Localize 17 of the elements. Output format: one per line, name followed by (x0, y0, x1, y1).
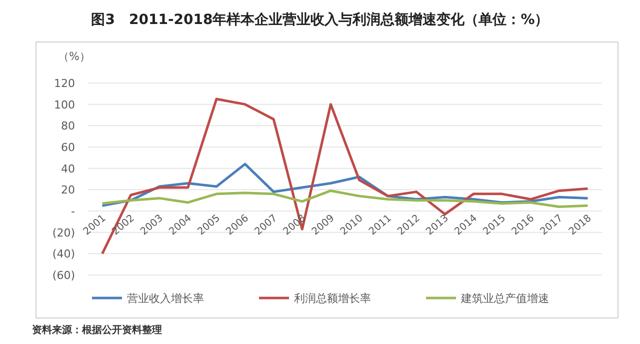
legend-label: 营业收入增长率 (127, 292, 204, 305)
y-tick-label: 60 (61, 141, 75, 154)
legend-label: 建筑业总产值增速 (460, 292, 549, 305)
y-tick-label: (40) (52, 248, 75, 261)
legend-label: 利润总额增长率 (294, 292, 371, 305)
y-tick-label: 100 (54, 98, 75, 112)
y-axis-title: （%） (58, 50, 90, 63)
y-tick-label: (60) (52, 269, 75, 282)
chart-title: 图3 2011-2018年样本企业营业收入与利润总额增速变化（单位：%） (91, 11, 549, 28)
text: 资料来源：根据公开资料整理 (32, 324, 162, 336)
y-tick-label: 20 (61, 184, 75, 197)
y-tick-label: - (71, 205, 76, 218)
y-tick-label: 80 (61, 120, 75, 133)
y-tick-label: (20) (52, 226, 75, 240)
line-series (101, 189, 589, 208)
y-tick-label: 120 (54, 77, 75, 90)
y-tick-label: 40 (61, 162, 75, 176)
